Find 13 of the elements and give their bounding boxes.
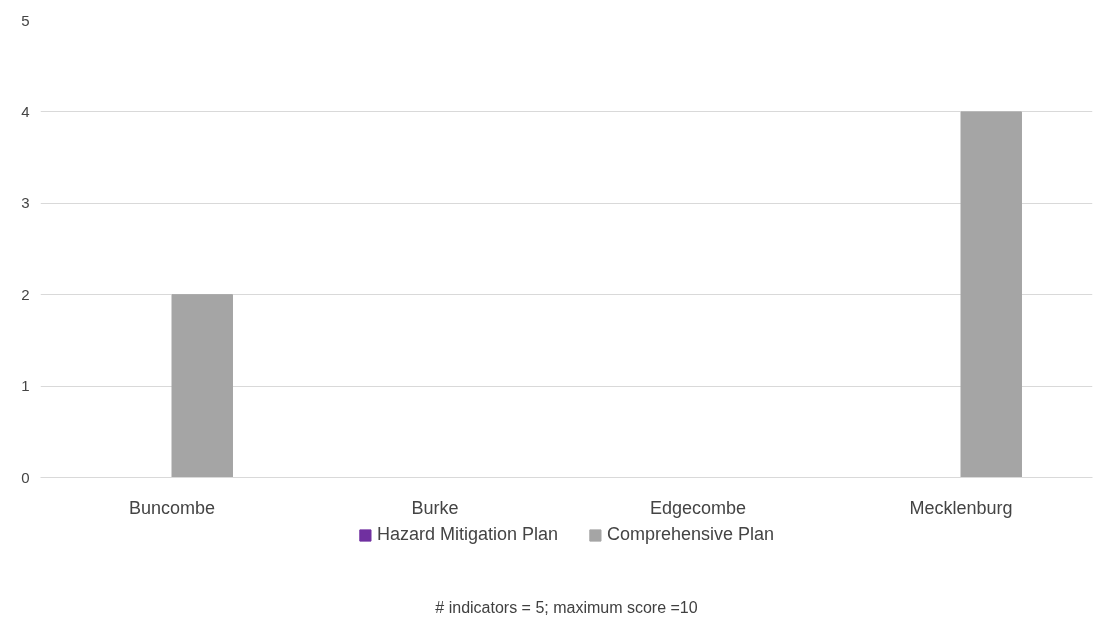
- y-tick-label: 2: [21, 285, 30, 303]
- x-tick-label: Buncombe: [128, 497, 216, 518]
- y-tick-label: 3: [21, 194, 30, 212]
- y-tick-label: 1: [21, 377, 30, 395]
- text: # indicators = 5; maximum score =10: [435, 599, 698, 616]
- y-tick-label: 5: [21, 11, 30, 29]
- x-tick-label: Edgecombe: [649, 497, 747, 518]
- y-tick-label: 0: [21, 468, 30, 486]
- legend-label: Hazard Mitigation Plan: [376, 524, 558, 545]
- x-tick-label: Mecklenburg: [909, 497, 1013, 518]
- y-tick-label: 4: [21, 102, 30, 120]
- x-tick-label: Burke: [411, 497, 459, 518]
- legend-label: Comprehensive Plan: [607, 524, 775, 545]
